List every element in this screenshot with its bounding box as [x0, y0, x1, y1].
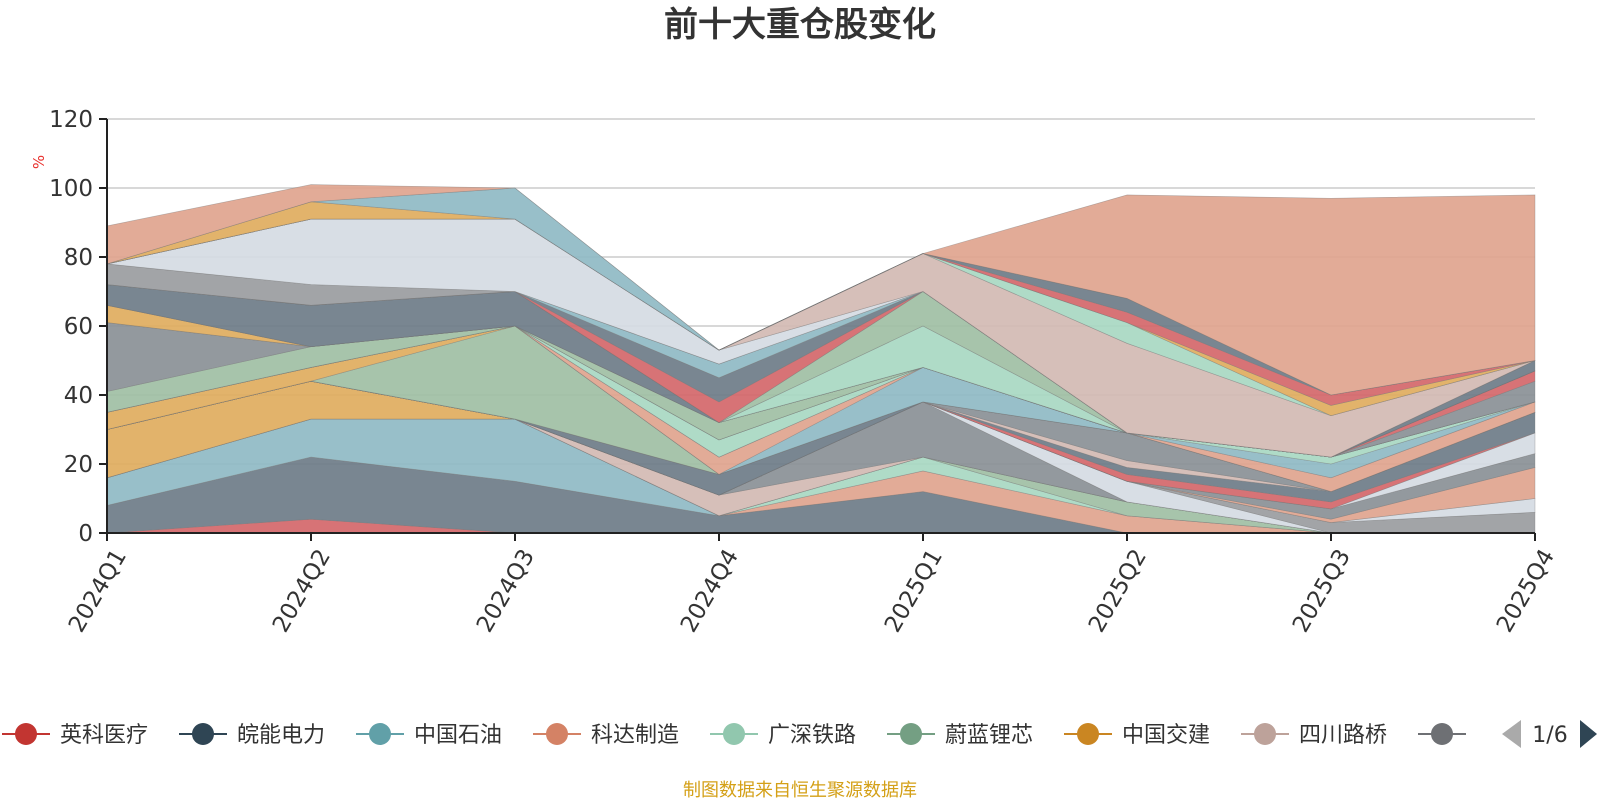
legend: 英科医疗 皖能电力 中国石油 科达制造 广深铁路 蔚蓝锂芯 中国交建 四川路桥	[2, 723, 1466, 748]
legend-label: 中国石油	[414, 723, 502, 748]
legend-label: 中国交建	[1122, 723, 1210, 748]
legend-page-indicator: 1/6	[1532, 723, 1567, 748]
legend-item-英科医疗[interactable]: 英科医疗	[2, 723, 148, 748]
y-tick-label: 40	[64, 383, 93, 409]
legend-marker-icon	[192, 723, 214, 745]
legend-marker-icon	[15, 723, 37, 745]
x-tick-label: 2025Q1	[880, 545, 948, 637]
legend-marker-icon	[1254, 723, 1276, 745]
x-tick-label: 2025Q3	[1288, 545, 1356, 637]
y-axis-unit: %	[30, 155, 48, 169]
legend-next-page-icon[interactable]	[1580, 720, 1597, 748]
legend-pager: 1/6	[1502, 720, 1597, 748]
legend-item-广深铁路[interactable]: 广深铁路	[710, 723, 856, 748]
legend-marker-icon	[546, 723, 568, 745]
y-tick-label: 100	[49, 176, 93, 202]
legend-item-四川路桥[interactable]: 四川路桥	[1241, 723, 1387, 748]
x-tick-label: 2024Q2	[268, 545, 336, 637]
data-source-note: 制图数据来自恒生聚源数据库	[683, 780, 917, 800]
y-tick-label: 120	[49, 107, 93, 133]
legend-label: 四川路桥	[1299, 723, 1387, 748]
legend-prev-page-icon[interactable]	[1502, 720, 1521, 748]
y-tick-label: 80	[64, 245, 93, 271]
x-tick-label: 2024Q4	[676, 545, 744, 637]
legend-label: 广深铁路	[768, 723, 856, 748]
legend-marker-icon	[900, 723, 922, 745]
x-tick-label: 2025Q2	[1084, 545, 1152, 637]
legend-item-科达制造[interactable]: 科达制造	[533, 723, 679, 748]
legend-label: 英科医疗	[60, 723, 148, 748]
legend-marker-icon	[723, 723, 745, 745]
legend-item-蔚蓝锂芯[interactable]: 蔚蓝锂芯	[887, 723, 1033, 748]
legend-marker-icon	[369, 723, 391, 745]
legend-marker-icon	[1431, 723, 1453, 745]
legend-item-皖能电力[interactable]: 皖能电力	[179, 723, 325, 748]
x-tick-label: 2025Q4	[1492, 545, 1560, 637]
chart-title: 前十大重仓股变化	[664, 5, 936, 45]
series-area-series-46	[106, 184, 1536, 396]
legend-item-中国交建[interactable]: 中国交建	[1064, 723, 1210, 748]
legend-label: 科达制造	[591, 723, 679, 748]
legend-label: 皖能电力	[237, 723, 325, 748]
x-tick-label: 2024Q1	[64, 545, 132, 637]
legend-item-中国石油[interactable]: 中国石油	[356, 723, 502, 748]
legend-label: 蔚蓝锂芯	[945, 723, 1033, 748]
legend-item-8[interactable]	[1418, 723, 1466, 745]
x-tick-label: 2024Q3	[472, 545, 540, 637]
y-tick-label: 0	[78, 521, 93, 547]
legend-marker-icon	[1077, 723, 1099, 745]
y-tick-label: 20	[64, 452, 93, 478]
plot-area	[106, 184, 1536, 534]
y-tick-label: 60	[64, 314, 93, 340]
